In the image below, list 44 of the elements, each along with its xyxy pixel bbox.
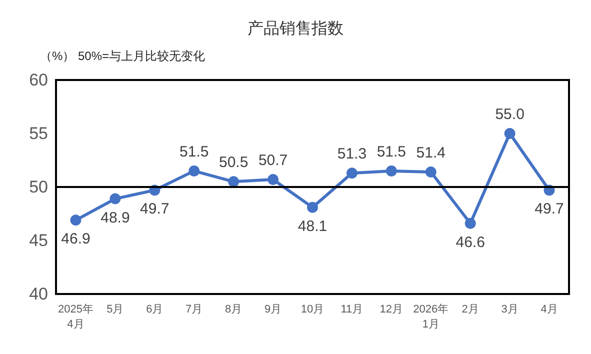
point <box>425 166 436 178</box>
point <box>188 165 200 176</box>
point <box>268 174 279 186</box>
x-tick-label: 4月 <box>540 304 558 316</box>
data-label: 51.3 <box>337 146 367 163</box>
point <box>110 193 121 204</box>
x-tick-label: 10月 <box>300 304 324 316</box>
point <box>307 202 318 213</box>
point <box>504 128 516 139</box>
data-label: 48.9 <box>100 209 130 226</box>
y-tick-label: 45 <box>29 231 48 250</box>
x-tick-label: 5月 <box>106 304 124 316</box>
data-label: 51.4 <box>416 144 446 162</box>
data-label: 51.5 <box>180 143 209 160</box>
data-label: 55.0 <box>495 106 524 123</box>
x-tick-label: 2026年 1月 <box>413 304 449 330</box>
text: （%） 50%=与上月比较无变化 <box>40 49 206 63</box>
y-tick-label: 40 <box>29 284 48 304</box>
data-label: 50.7 <box>258 152 288 170</box>
data-label: 49.7 <box>140 200 170 218</box>
point <box>70 214 82 226</box>
x-tick-label: 6月 <box>146 304 164 316</box>
data-label: 46.6 <box>456 234 485 251</box>
x-tick-label: 11月 <box>340 304 364 316</box>
data-label: 50.5 <box>218 154 248 172</box>
x-tick-label: 12月 <box>380 304 404 316</box>
chart-title: 产品销售指数 <box>248 20 344 38</box>
point <box>228 176 240 188</box>
y-tick-label: 55 <box>29 124 48 143</box>
y-tick-label: 50 <box>29 178 48 196</box>
data-label: 51.5 <box>376 143 406 160</box>
x-tick-label: 9月 <box>264 304 282 316</box>
x-tick-label: 2025年 4月 <box>58 304 94 330</box>
x-tick-label: 2月 <box>462 304 479 316</box>
point <box>386 165 397 176</box>
x-tick-label: 3月 <box>501 304 518 316</box>
point <box>346 168 358 179</box>
data-label: 49.7 <box>534 200 564 218</box>
y-tick-label: 60 <box>29 70 48 90</box>
data-label: 48.1 <box>298 218 328 235</box>
point <box>464 218 476 229</box>
data-label: 46.9 <box>61 230 90 248</box>
x-tick-label: 7月 <box>186 304 203 316</box>
x-tick-label: 8月 <box>225 304 242 316</box>
